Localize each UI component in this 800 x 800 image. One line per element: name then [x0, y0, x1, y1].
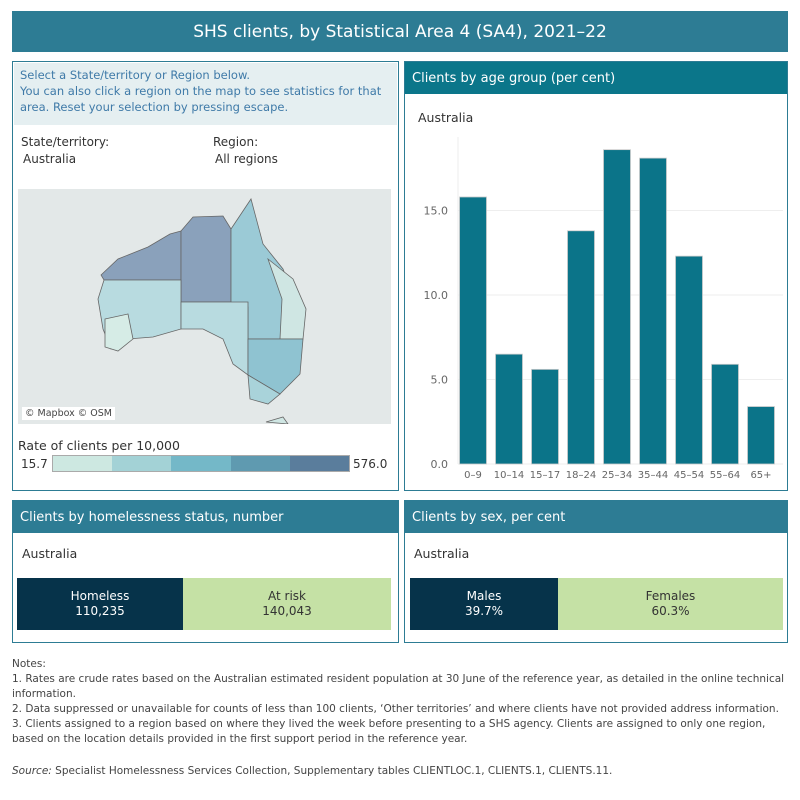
- age-bar-chart: 0.0 5.0 10.0 15.0 0–9 10–14 15–17 18–24 25–34 35–…: [424, 137, 783, 481]
- x-tick-label: 18–24: [566, 470, 596, 481]
- map-region-wa-perth[interactable]: [104, 313, 134, 352]
- x-tick-label: 45–54: [674, 470, 704, 481]
- note-line: 2. Data suppressed or unavailable for co…: [12, 703, 779, 715]
- at-risk-segment[interactable]: At risk 140,043: [183, 578, 391, 630]
- males-segment[interactable]: Males 39.7%: [410, 578, 558, 630]
- region-label: Region:: [213, 135, 259, 149]
- color-legend: [52, 455, 350, 472]
- note-line: Notes:: [12, 658, 46, 670]
- notes: Notes: 1. Rates are crude rates based on…: [12, 657, 792, 747]
- bar-55–64: [711, 363, 739, 465]
- bar-10–14: [495, 353, 523, 465]
- legend-min: 15.7: [21, 457, 48, 471]
- homeless-segment[interactable]: Homeless 110,235: [17, 578, 183, 630]
- source-label: Source:: [12, 765, 52, 777]
- females-segment[interactable]: Females 60.3%: [558, 578, 783, 630]
- x-tick-label: 55–64: [710, 470, 740, 481]
- x-tick-label: 35–44: [638, 470, 668, 481]
- x-tick-label: 0–9: [464, 470, 482, 481]
- dashboard-title: SHS clients, by Statistical Area 4 (SA4)…: [12, 11, 788, 52]
- segment-value: 39.7%: [464, 604, 504, 618]
- legend-swatch: [230, 456, 290, 471]
- map-region-nt[interactable]: [180, 215, 232, 303]
- bar-25–34: [603, 149, 631, 465]
- x-tick-label: 25–34: [602, 470, 632, 481]
- y-tick-label: 15.0: [424, 205, 449, 218]
- instruction-line: Select a State/territory or Region below…: [20, 68, 250, 82]
- segment-label: At risk: [268, 589, 306, 603]
- map-panel: Select a State/territory or Region below…: [12, 61, 399, 491]
- legend-max: 576.0: [353, 457, 388, 471]
- bar-35–44: [639, 157, 667, 465]
- source: Source: Specialist Homelessness Services…: [12, 765, 612, 777]
- homelessness-panel: Clients by homelessness status, number A…: [12, 500, 399, 643]
- instruction-line: You can also click a region on the map t…: [20, 84, 382, 114]
- choropleth-map[interactable]: © Mapbox © OSM: [18, 189, 391, 425]
- note-line: 3. Clients assigned to a region based on…: [12, 718, 766, 745]
- segment-label: Homeless: [70, 589, 130, 603]
- map-region-vic[interactable]: [247, 374, 281, 405]
- bar-45–54: [675, 255, 703, 465]
- segment-value: 60.3%: [651, 604, 690, 618]
- state-filter[interactable]: Australia: [23, 152, 77, 166]
- legend-swatch: [289, 456, 350, 471]
- instructions: Select a State/territory or Region below…: [14, 63, 397, 125]
- map-region-sa[interactable]: [180, 301, 249, 376]
- bar-0–9: [459, 196, 487, 465]
- y-tick-label: 10.0: [424, 289, 449, 302]
- sex-panel: Clients by sex, per cent Australia Males…: [404, 500, 788, 643]
- map-attribution: © Mapbox © OSM: [22, 407, 115, 420]
- bar-15–17: [531, 368, 559, 465]
- legend-swatch: [171, 456, 231, 471]
- legend-title: Rate of clients per 10,000: [18, 438, 180, 453]
- homelessness-panel-subtitle: Australia: [22, 546, 78, 561]
- legend-swatch: [112, 456, 172, 471]
- map-region-nsw[interactable]: [247, 338, 304, 395]
- y-tick-label: 0.0: [431, 458, 449, 471]
- homelessness-panel-header: Clients by homelessness status, number: [13, 501, 398, 533]
- x-tick-label: 65+: [750, 470, 771, 481]
- age-panel-header: Clients by age group (per cent): [405, 62, 787, 94]
- segment-value: 110,235: [75, 604, 125, 618]
- y-tick-label: 5.0: [431, 374, 449, 387]
- map-region-tas[interactable]: [265, 416, 289, 425]
- segment-value: 140,043: [262, 604, 312, 618]
- legend-swatch: [53, 456, 113, 471]
- bar-18–24: [567, 230, 595, 465]
- note-line: 1. Rates are crude rates based on the Au…: [12, 673, 785, 700]
- x-tick-label: 15–17: [530, 470, 560, 481]
- source-text: Specialist Homelessness Services Collect…: [51, 765, 613, 777]
- state-label: State/territory:: [21, 135, 110, 149]
- sex-panel-subtitle: Australia: [414, 546, 470, 561]
- x-tick-label: 10–14: [494, 470, 524, 481]
- segment-label: Females: [645, 589, 696, 603]
- segment-label: Males: [466, 589, 502, 603]
- bar-65+: [747, 406, 775, 465]
- map-region-wa-north[interactable]: [100, 230, 182, 281]
- region-filter[interactable]: All regions: [215, 152, 278, 166]
- sex-panel-header: Clients by sex, per cent: [405, 501, 787, 533]
- age-panel-subtitle: Australia: [418, 110, 474, 125]
- age-panel: Clients by age group (per cent) Australi…: [404, 61, 788, 491]
